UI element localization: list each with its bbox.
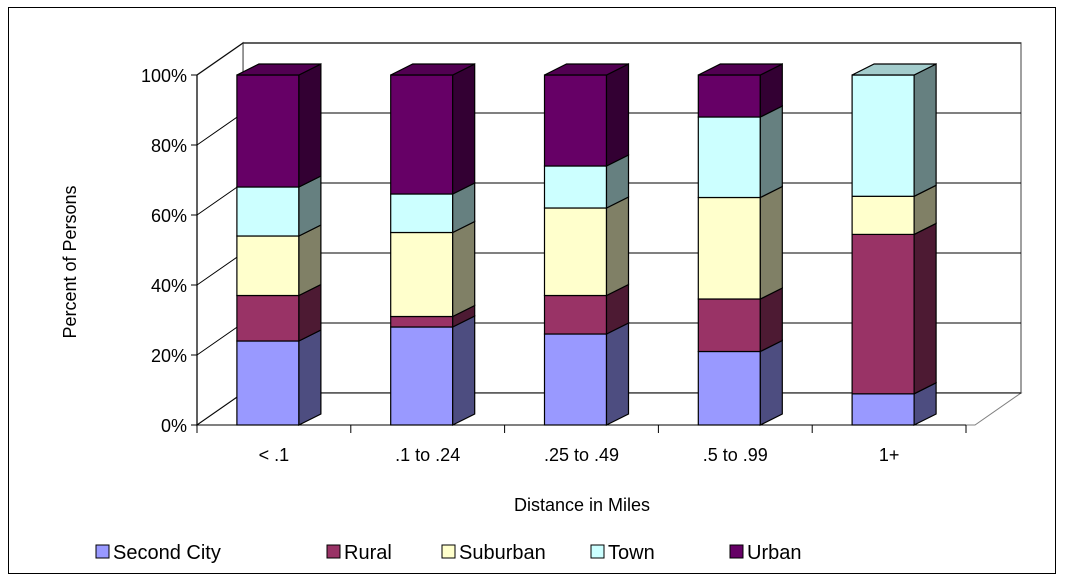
bar-segment-side	[452, 220, 476, 318]
x-tick-label: < .1	[259, 445, 290, 465]
bar-segment	[697, 298, 761, 353]
legend: Second City Rural Suburban Town Urban	[95, 542, 801, 564]
bar-segment-side	[605, 322, 630, 426]
bar-segment	[390, 193, 454, 234]
legend-swatch	[441, 544, 456, 559]
y-tick-label: 0%	[161, 416, 187, 436]
bar-segment-side	[452, 63, 476, 195]
bar-segment	[390, 231, 454, 318]
bar-segment	[543, 74, 608, 167]
bar-top	[851, 63, 937, 76]
legend-label: Urban	[747, 542, 801, 564]
bar-segment-side	[605, 196, 630, 297]
bar-top	[544, 63, 629, 76]
bar-segment-side	[759, 339, 783, 426]
y-axis-title: Percent of Persons	[60, 185, 80, 338]
bar-top	[390, 63, 475, 76]
bar-segment	[390, 326, 454, 426]
bar-segment	[236, 340, 300, 426]
bar-segment	[543, 207, 608, 297]
bar-segment	[851, 195, 915, 236]
bar-top	[698, 63, 783, 76]
y-tick-label: 40%	[151, 276, 187, 296]
y-tick-label: 100%	[141, 66, 187, 86]
bar-segment	[851, 74, 915, 197]
x-axis: < .1 .1 to .24 .25 to .49 .5 to .99 1+	[196, 424, 967, 465]
x-tick-label: .5 to .99	[703, 445, 768, 465]
side-wall	[196, 41, 244, 427]
bar-segment	[697, 196, 761, 300]
bar-segment	[851, 233, 915, 395]
bar-segment	[236, 74, 300, 188]
bar-segment-side	[298, 329, 322, 426]
bar-segment-side	[298, 224, 322, 297]
bar-segment	[851, 393, 915, 426]
bar-segment	[543, 294, 608, 335]
bar-segment	[697, 116, 761, 199]
gridline	[196, 42, 1021, 76]
y-axis: 0% 20% 40% 60% 80% 100%	[141, 66, 198, 436]
legend-swatch	[95, 544, 110, 559]
bar-segment	[236, 294, 300, 342]
legend-label: Rural	[344, 542, 392, 564]
bar-segment-side	[759, 185, 783, 300]
bar-segment	[543, 333, 608, 426]
legend-swatch	[590, 544, 605, 559]
y-tick-label: 20%	[151, 346, 187, 366]
bar-top	[236, 63, 322, 76]
bar-segment	[236, 235, 300, 297]
bar-segment	[236, 186, 300, 237]
bar-segment-side	[913, 63, 937, 198]
x-axis-title: Distance in Miles	[514, 495, 650, 515]
bar-segment	[390, 74, 454, 195]
x-tick-label: 1+	[879, 445, 900, 465]
y-tick-label: 60%	[151, 206, 187, 226]
bars	[236, 63, 937, 426]
bar-segment-side	[759, 105, 783, 199]
legend-label: Suburban	[459, 542, 546, 564]
bar-segment-side	[605, 63, 630, 167]
bar-segment	[543, 165, 608, 209]
legend-swatch	[729, 544, 744, 559]
bar-segment-side	[452, 315, 476, 426]
legend-label: Second City	[113, 542, 221, 564]
bar-segment-side	[913, 222, 937, 395]
bar-segment	[390, 315, 454, 328]
x-tick-label: .25 to .49	[544, 445, 619, 465]
bar-segment	[697, 74, 761, 118]
x-tick-label: .1 to .24	[395, 445, 460, 465]
legend-label: Town	[608, 542, 655, 564]
legend-swatch	[326, 544, 341, 559]
bar-segment-side	[298, 63, 322, 188]
y-tick-label: 80%	[151, 136, 187, 156]
bar-segment	[697, 350, 761, 426]
